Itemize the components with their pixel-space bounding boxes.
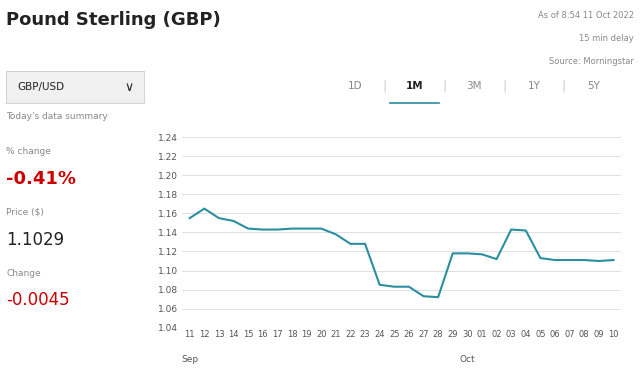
Text: ∨: ∨ <box>124 80 133 94</box>
Text: Price ($): Price ($) <box>6 208 44 217</box>
Text: Pound Sterling (GBP): Pound Sterling (GBP) <box>6 11 221 29</box>
Text: 5Y: 5Y <box>587 81 600 91</box>
Text: -0.41%: -0.41% <box>6 170 76 187</box>
Text: Change: Change <box>6 269 41 278</box>
Text: |: | <box>442 79 447 92</box>
Text: 1D: 1D <box>348 81 362 91</box>
Text: 3M: 3M <box>467 81 482 91</box>
Text: |: | <box>502 79 506 92</box>
Text: Oct: Oct <box>460 355 475 364</box>
Text: -0.0045: -0.0045 <box>6 291 70 309</box>
Text: % change: % change <box>6 147 51 156</box>
Text: |: | <box>561 79 566 92</box>
Text: 15 min delay: 15 min delay <box>579 34 634 43</box>
Text: 1M: 1M <box>406 81 424 91</box>
Text: As of 8:54 11 Oct 2022: As of 8:54 11 Oct 2022 <box>538 11 634 21</box>
Text: 1Y: 1Y <box>527 81 540 91</box>
Text: Source: Morningstar: Source: Morningstar <box>548 57 634 66</box>
Text: 1.1029: 1.1029 <box>6 231 65 248</box>
Text: GBP/USD: GBP/USD <box>17 82 65 92</box>
Text: |: | <box>383 79 387 92</box>
Text: Today's data summary: Today's data summary <box>6 112 108 122</box>
Text: Sep: Sep <box>181 355 198 364</box>
